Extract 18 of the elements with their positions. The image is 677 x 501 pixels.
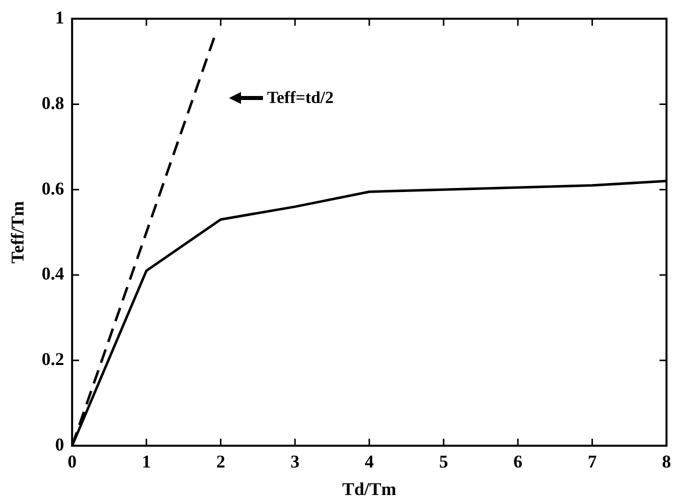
x-tick-label: 8 <box>662 451 671 472</box>
x-tick-label: 3 <box>290 451 300 472</box>
x-tick-label: 5 <box>439 451 448 472</box>
y-tick-label: 0 <box>55 434 64 454</box>
x-tick-label: 7 <box>588 451 597 472</box>
x-tick-label: 4 <box>364 451 374 472</box>
y-tick-label: 0.4 <box>42 264 64 284</box>
y-axis-title: Teff/Tm <box>7 201 28 264</box>
y-tick-label: 1 <box>55 7 64 28</box>
x-tick-label: 2 <box>216 451 226 472</box>
y-tick-label: 0.8 <box>42 92 64 113</box>
y-tick-label: 0.2 <box>42 349 64 370</box>
x-tick-label: 0 <box>68 451 77 472</box>
x-tick-label: 1 <box>142 451 151 472</box>
x-axis-title: Td/Tm <box>342 478 396 499</box>
x-tick-label: 6 <box>513 451 522 472</box>
annotation: Teff=td/2 <box>266 88 334 108</box>
y-tick-label: 0.6 <box>42 178 64 198</box>
